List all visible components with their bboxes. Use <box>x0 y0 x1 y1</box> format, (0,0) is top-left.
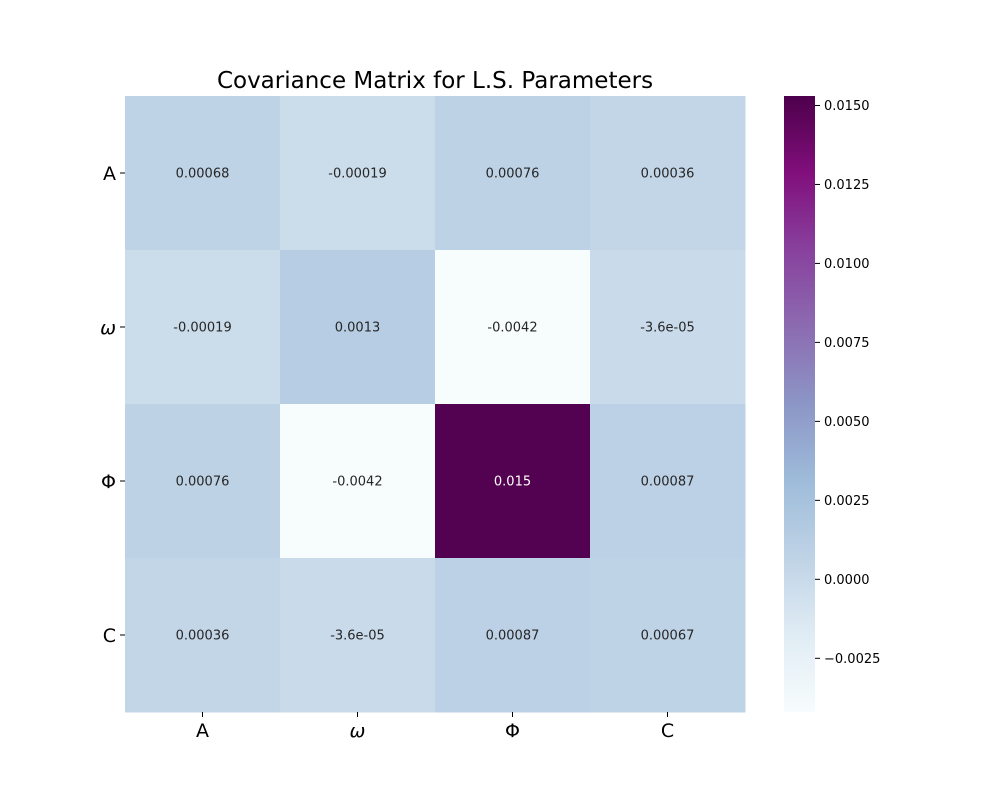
heatmap-cell <box>125 96 281 251</box>
cell-annotation: 0.00067 <box>641 629 695 644</box>
heatmap-cell <box>435 558 591 713</box>
row-tick-label: C <box>103 625 116 647</box>
cell-annotation: 0.00036 <box>641 167 695 182</box>
cell-annotation: 0.015 <box>494 475 531 490</box>
colorbar-tick-label: 0.0075 <box>824 336 870 351</box>
cell-annotation: 0.0013 <box>335 321 381 336</box>
heatmap-cell <box>280 558 436 713</box>
heatmap-cell <box>125 404 281 559</box>
heatmap-cell <box>435 96 591 251</box>
cell-annotation: -3.6e-05 <box>640 321 695 336</box>
cell-annotation: 0.00068 <box>176 167 230 182</box>
heatmap-cell <box>280 404 436 559</box>
heatmap-cell <box>435 250 591 405</box>
column-tick-label: ω <box>350 720 366 742</box>
colorbar-tick-label: 0.0125 <box>824 178 870 193</box>
heatmap-cell <box>125 250 281 405</box>
heatmap-cell <box>590 250 746 405</box>
colorbar-tick-label: −0.0025 <box>824 652 880 667</box>
cell-annotation: 0.00076 <box>486 167 540 182</box>
heatmap-cell <box>435 404 591 559</box>
heatmap-cells: 0.00068 -0.00019 0.00076 0.00036 -0.00019 0.0… <box>125 96 746 713</box>
colorbar-tick-label: 0.0025 <box>824 494 870 509</box>
chart-title: Covariance Matrix for L.S. Parameters <box>217 68 653 94</box>
cell-annotation: -3.6e-05 <box>330 629 385 644</box>
heatmap-cell <box>590 404 746 559</box>
row-tick-label: Φ <box>101 471 116 493</box>
cell-annotation: 0.00076 <box>176 475 230 490</box>
cell-annotation: 0.00087 <box>641 475 695 490</box>
column-tick-label: A <box>196 720 209 742</box>
colorbar: −0.0025 0.0000 0.0025 0.0050 0.0075 0.0100 0.0… <box>784 96 880 712</box>
colorbar-tick-label: 0.0100 <box>824 257 870 272</box>
colorbar-tick-label: 0.0150 <box>824 99 870 114</box>
heatmap-cell <box>125 558 281 713</box>
column-tick-label: C <box>661 720 674 742</box>
heatmap-cell <box>280 96 436 251</box>
colorbar-tick-label: 0.0000 <box>824 573 870 588</box>
row-tick-label: A <box>103 163 116 185</box>
cell-annotation: 0.00036 <box>176 629 230 644</box>
row-tick-label: ω <box>100 317 116 339</box>
cell-annotation: -0.0042 <box>332 475 382 490</box>
colorbar-tick-label: 0.0050 <box>824 415 870 430</box>
cell-annotation: 0.00087 <box>486 629 540 644</box>
cell-annotation: -0.00019 <box>173 321 231 336</box>
row-axis: Aω Φ C <box>100 163 125 647</box>
colorbar-gradient <box>784 96 815 712</box>
cell-annotation: -0.00019 <box>328 167 386 182</box>
heatmap-cell <box>590 96 746 251</box>
heatmap-cell <box>590 558 746 713</box>
cell-annotation: -0.0042 <box>487 321 537 336</box>
heatmap-cell <box>280 250 436 405</box>
column-tick-label: Φ <box>505 720 520 742</box>
